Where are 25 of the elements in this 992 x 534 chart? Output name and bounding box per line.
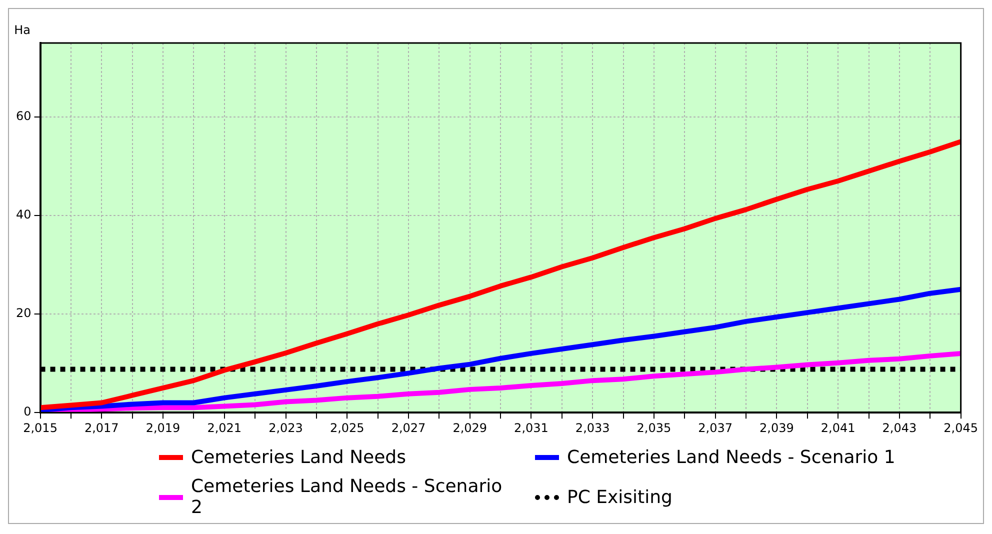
x-tick-label: 2,041 [820, 420, 856, 435]
x-tick-label: 2,035 [636, 420, 672, 435]
y-tick-label: 20 [16, 306, 32, 320]
x-tick-label: 2,015 [23, 420, 58, 435]
y-tick-label: 40 [16, 208, 32, 222]
x-tick-label: 2,033 [575, 420, 610, 435]
y-axis-title: Ha [14, 23, 30, 38]
x-tick-label: 2,019 [146, 420, 180, 435]
y-tick-label: 60 [16, 109, 32, 124]
x-tick-label: 2,029 [452, 420, 488, 435]
x-tick-label: 2,025 [330, 420, 364, 435]
x-tick-label: 2,023 [268, 420, 303, 435]
x-tick-label: 2,037 [698, 420, 733, 435]
x-tick-label: 2,027 [391, 420, 426, 435]
legend-label: PC Exisiting [567, 486, 672, 508]
x-tick-label: 2,043 [882, 420, 917, 435]
x-tick-label: 2,039 [760, 420, 794, 435]
x-tick-label: 2,017 [84, 420, 119, 435]
legend-label: Cemeteries Land Needs - Scenario 1 [567, 447, 896, 468]
legend-label: Cemeteries Land Needs - Scenario 2 [190, 476, 504, 518]
legend-label: Cemeteries Land Needs [191, 447, 406, 468]
x-tick-label: 2,031 [514, 420, 548, 435]
y-tick-label: 0 [24, 404, 32, 419]
x-tick-label: 2,045 [944, 420, 978, 435]
x-tick-label: 2,021 [207, 420, 242, 435]
